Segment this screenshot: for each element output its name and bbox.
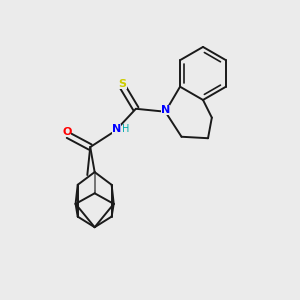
Text: S: S (118, 79, 127, 89)
Text: H: H (122, 124, 129, 134)
Text: N: N (161, 105, 170, 115)
Text: N: N (112, 124, 122, 134)
Text: O: O (62, 127, 71, 137)
